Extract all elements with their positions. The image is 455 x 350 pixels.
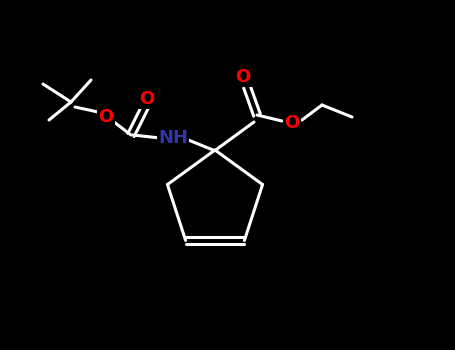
Text: NH: NH	[158, 129, 188, 147]
Text: O: O	[139, 90, 155, 108]
Text: O: O	[235, 68, 251, 86]
Text: O: O	[284, 114, 300, 132]
Text: O: O	[98, 108, 114, 126]
